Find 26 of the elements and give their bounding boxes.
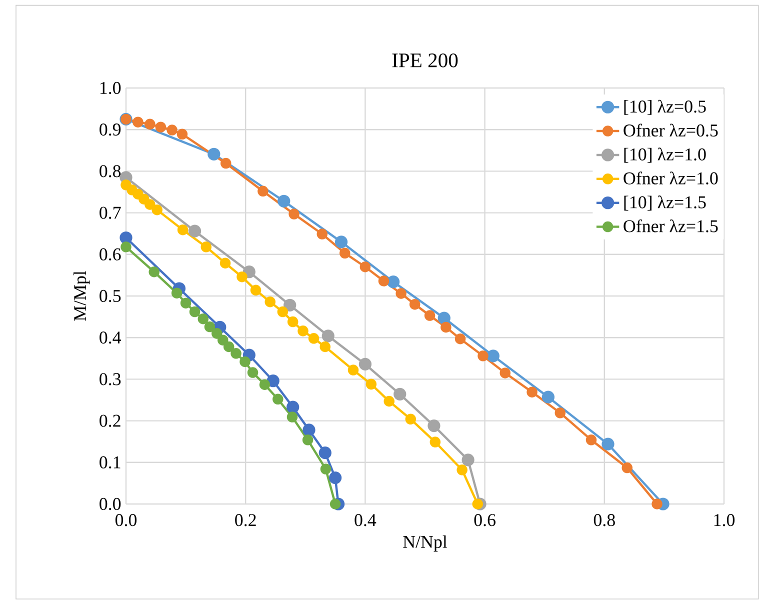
legend-label: [10] λz=0.5: [624, 100, 706, 115]
x-tick-label: 0.2: [235, 514, 256, 526]
y-axis-title: M/Mpl: [74, 270, 90, 321]
legend-label: [10] λz=1.0: [624, 148, 706, 163]
y-tick-label: 0.9: [100, 123, 121, 136]
x-tick-label: 0.6: [474, 514, 496, 526]
y-tick-label: 0.1: [100, 456, 120, 468]
x-tick-label: 1.0: [714, 514, 735, 526]
x-tick-label: 0.0: [115, 514, 137, 526]
y-tick-label: 0.8: [100, 165, 121, 178]
x-axis-title: N/Npl: [403, 535, 448, 552]
y-tick-label: 0.3: [100, 373, 121, 386]
y-tick-label: 0.5: [100, 290, 121, 302]
y-tick-label: 1.0: [100, 82, 121, 94]
y-tick-label: 0.6: [100, 248, 121, 260]
legend-label: Ofner λz=0.5: [624, 124, 718, 137]
y-tick-label: 0.4: [100, 331, 122, 344]
legend-label: Ofner λz=1.0: [624, 172, 718, 184]
y-tick-label: 0.0: [100, 498, 121, 510]
x-tick-label: 0.8: [594, 514, 615, 526]
legend-label: Ofner λz=1.5: [624, 219, 718, 232]
legend-label: [10] λz=1.5: [624, 196, 706, 211]
y-tick-label: 0.2: [100, 414, 120, 427]
y-tick-label: 0.7: [100, 206, 121, 219]
x-tick-label: 0.4: [354, 514, 376, 526]
chart-title: IPE 200: [392, 53, 458, 68]
